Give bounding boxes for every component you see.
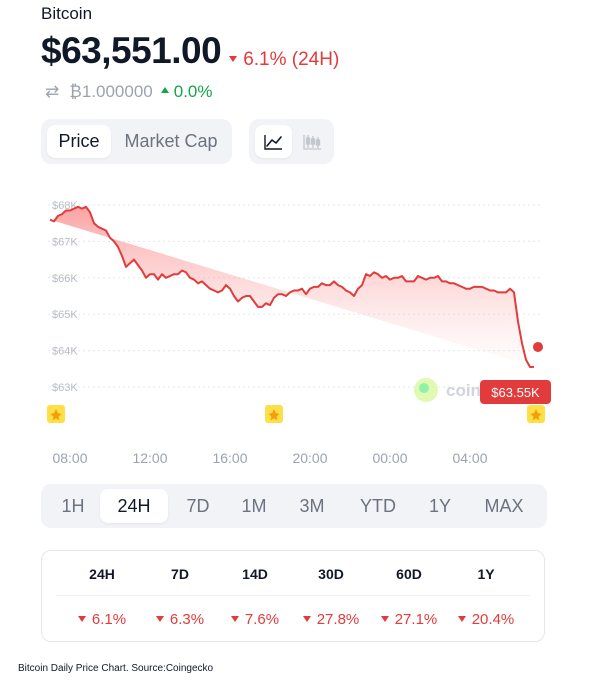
price-change-value: 6.1% (24H) bbox=[243, 49, 340, 70]
event-marker-icon[interactable] bbox=[527, 405, 545, 423]
price-row: $63,551.00 6.1% (24H) bbox=[41, 30, 339, 72]
table-header: 7D bbox=[171, 566, 189, 582]
price-chart-svg: $68K$67K$66K$65K$64K$63K coin $63.55K 08… bbox=[47, 200, 551, 466]
price-marketcap-toggle: Price Market Cap bbox=[41, 119, 232, 164]
current-price-label: $63.55K bbox=[480, 380, 551, 404]
table-cell: 6.1% bbox=[62, 611, 142, 628]
candlestick-icon bbox=[303, 135, 321, 150]
x-tick-label: 12:00 bbox=[132, 450, 167, 466]
x-tick-label: 16:00 bbox=[212, 450, 247, 466]
range-button-24h[interactable]: 24H bbox=[100, 489, 168, 523]
table-header: 60D bbox=[396, 566, 422, 582]
chart-type-toggle bbox=[249, 119, 334, 164]
btc-change-value: 0.0% bbox=[173, 82, 213, 101]
table-header: 24H bbox=[89, 566, 115, 582]
y-tick-label: $64K bbox=[52, 346, 78, 358]
range-button-7d[interactable]: 7D bbox=[186, 496, 210, 516]
caret-down-icon bbox=[229, 56, 238, 62]
time-range-selector: 1H 24H 7D 1M 3M YTD 1Y MAX bbox=[41, 484, 547, 528]
tab-market-cap[interactable]: Market Cap bbox=[124, 131, 218, 151]
event-marker-icon[interactable] bbox=[47, 405, 65, 423]
swap-arrows-icon[interactable]: ⇄ bbox=[45, 82, 60, 101]
tab-price[interactable]: Price bbox=[47, 125, 111, 158]
table-cell: 27.8% bbox=[291, 611, 371, 628]
range-button-1h[interactable]: 1H bbox=[61, 496, 85, 516]
price-area-fill bbox=[50, 206, 534, 367]
svg-text:$63.55K: $63.55K bbox=[491, 385, 540, 400]
coingecko-watermark: coin bbox=[414, 378, 481, 402]
x-tick-label: 00:00 bbox=[372, 450, 407, 466]
price-chart[interactable]: $68K $67K $66K $65K $64K $63K coin $63.55K 08… bbox=[0, 185, 597, 475]
caret-down-icon bbox=[302, 615, 311, 622]
table-divider bbox=[56, 595, 530, 596]
svg-text:coin: coin bbox=[446, 381, 481, 400]
caret-down-icon bbox=[77, 615, 86, 622]
btc-amount: ₿1.000000 bbox=[69, 82, 153, 101]
table-header: 14D bbox=[242, 566, 268, 582]
caret-down-icon bbox=[155, 615, 164, 622]
table-cell: 20.4% bbox=[446, 611, 526, 628]
performance-table: 24H 7D 14D 30D 60D 1Y 6.1% 6.3% 7.6% 27.8% 27.1% 20… bbox=[41, 550, 545, 642]
caret-up-icon bbox=[160, 87, 169, 93]
btc-conversion-row: ⇄ ₿1.000000 0.0% bbox=[45, 82, 213, 102]
range-button-1m[interactable]: 1M bbox=[241, 496, 267, 516]
range-button-ytd[interactable]: YTD bbox=[360, 496, 396, 516]
caret-down-icon bbox=[457, 615, 466, 622]
y-tick-label: $65K bbox=[52, 309, 78, 321]
table-cell: 27.1% bbox=[369, 611, 449, 628]
current-price-dot bbox=[533, 341, 543, 352]
x-tick-label: 08:00 bbox=[52, 450, 87, 466]
x-tick-label: 20:00 bbox=[292, 450, 327, 466]
line-chart-button[interactable] bbox=[255, 125, 292, 158]
candlestick-chart-button[interactable] bbox=[294, 125, 331, 158]
range-button-max[interactable]: MAX bbox=[484, 496, 524, 516]
table-cell: 6.3% bbox=[140, 611, 220, 628]
line-chart-icon bbox=[264, 135, 282, 150]
table-header: 1Y bbox=[477, 566, 495, 582]
price-change-24h: 6.1% (24H) bbox=[229, 49, 339, 71]
btc-change: 0.0% bbox=[160, 82, 213, 102]
price-line bbox=[49, 205, 535, 368]
y-tick-label: $67K bbox=[52, 236, 78, 248]
current-price: $63,551.00 bbox=[41, 30, 222, 71]
event-marker-icon[interactable] bbox=[265, 405, 283, 423]
y-tick-label: $63K bbox=[52, 382, 78, 394]
figure-caption: Bitcoin Daily Price Chart. Source:Coinge… bbox=[18, 663, 214, 674]
coin-name: Bitcoin bbox=[41, 4, 93, 23]
caret-down-icon bbox=[380, 615, 389, 622]
caret-down-icon bbox=[230, 615, 239, 622]
x-tick-label: 04:00 bbox=[452, 450, 487, 466]
table-cell: 7.6% bbox=[215, 611, 295, 628]
table-header: 30D bbox=[318, 566, 344, 582]
range-button-3m[interactable]: 3M bbox=[299, 496, 325, 516]
y-tick-label: $66K bbox=[52, 273, 78, 285]
range-button-1y[interactable]: 1Y bbox=[428, 496, 452, 516]
